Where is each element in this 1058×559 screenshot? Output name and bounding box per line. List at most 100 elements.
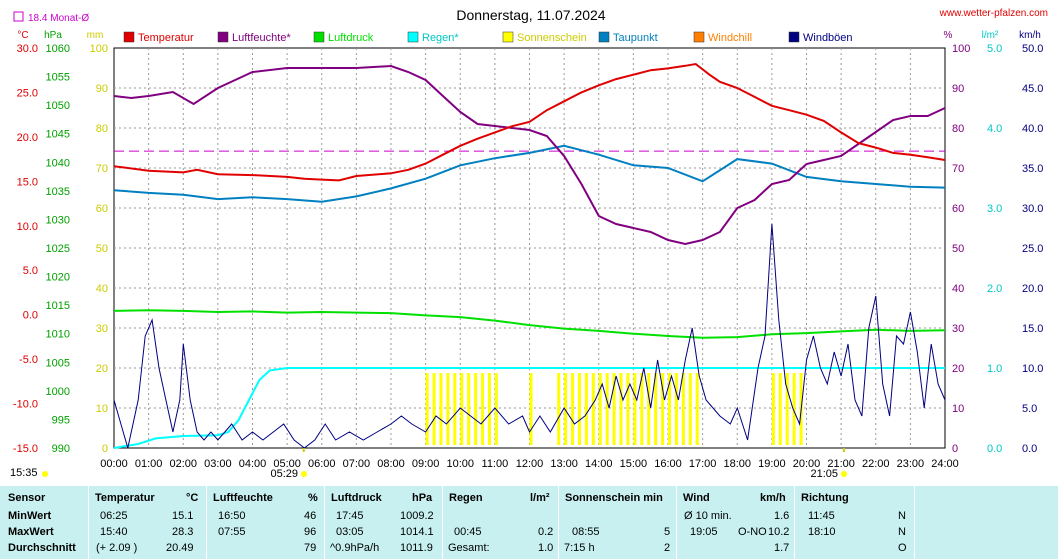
legend-swatch: [502, 31, 514, 43]
rain-mm-tick-label: 30: [96, 323, 108, 335]
humidity-tick-label: 100: [952, 43, 970, 55]
left-axis-unit: mm: [87, 30, 104, 41]
rain-mm-tick-label: 20: [96, 363, 108, 375]
sunshine-bar: [487, 373, 491, 445]
time-tick-label: 14:00: [585, 458, 613, 470]
sunshine-bar: [598, 373, 602, 445]
temp-tick-label: 5.0: [23, 265, 38, 277]
pressure-tick-label: 1030: [46, 214, 70, 226]
time-tick-label: 17:00: [689, 458, 717, 470]
humidity-tick-label: 0: [952, 443, 958, 455]
sunshine-bar: [591, 373, 595, 445]
luftfeuchte-min-time: 16:50: [218, 510, 246, 522]
sunshine-bar: [681, 373, 685, 445]
temperatur-unit: °C: [186, 492, 199, 504]
pressure-tick-label: 1040: [46, 157, 70, 169]
time-tick-label: 03:00: [204, 458, 232, 470]
luftdruck-column: Luftdruck hPa 17:45 1009.2 03:05 1014.1 …: [326, 486, 442, 559]
temperatur-column: Temperatur °C 06:25 15.1 15:40 28.3 (+ 2…: [90, 486, 206, 559]
temperatur-max-val: 28.3: [172, 526, 194, 538]
luftdruck-avg-val: 1011.9: [400, 542, 433, 554]
sunshine-bar: [626, 373, 630, 445]
sunshine-bar: [661, 373, 665, 445]
pressure-tick-label: 1050: [46, 100, 70, 112]
wind-tick-label: 40.0: [1022, 123, 1043, 135]
dewpoint-line: [113, 144, 946, 203]
sunset-time-label: 21:05: [810, 468, 838, 480]
luftdruck-unit: hPa: [412, 492, 433, 504]
time-tick-label: 08:00: [377, 458, 405, 470]
luftdruck-max-time: 03:05: [336, 526, 364, 538]
pressure-tick-label: 1025: [46, 243, 70, 255]
luftfeuchte-avg-val: 79: [304, 542, 317, 554]
richtung-column: Richtung 11:45 N 18:10 N O: [796, 486, 914, 559]
wind-tick-label: 45.0: [1022, 83, 1043, 95]
sunshine-bar: [446, 373, 450, 445]
sunshine-bar: [474, 373, 478, 445]
sunshine-bar: [571, 373, 575, 445]
wind-tick-label: 20.0: [1022, 283, 1043, 295]
sunshine-bar: [654, 373, 658, 445]
pressure-tick-label: 1005: [46, 357, 70, 369]
sunshine-bar: [453, 373, 457, 445]
rain-line: [113, 367, 945, 449]
humidity-tick-label: 20: [952, 363, 964, 375]
legend-label: Sonnenschein: [517, 32, 587, 44]
time-tick-label: 00:00: [100, 458, 128, 470]
temperature-line: [113, 62, 946, 182]
luftfeuchte-title: Luftfeuchte: [213, 492, 273, 504]
wind-tick-label: 10.0: [1022, 363, 1043, 375]
sunshine-bar: [674, 373, 678, 445]
luftfeuchte-max-val: 96: [304, 526, 317, 538]
pressure-tick-label: 1015: [46, 300, 70, 312]
legend-swatch: [217, 31, 229, 43]
sunrise-sun-icon: [301, 471, 307, 477]
legend-label: Windchill: [708, 32, 752, 44]
right-axis-unit: l/m²: [982, 30, 999, 41]
regen-column: Regen l/m² 00:45 0.2 Gesamt: 1.0: [444, 486, 558, 559]
time-tick-label: 02:00: [169, 458, 197, 470]
sunshine-bar: [467, 373, 471, 445]
wind-tick-label: 50.0: [1022, 43, 1043, 55]
pressure-tick-label: 1045: [46, 129, 70, 141]
temperatur-min-time: 06:25: [100, 510, 128, 522]
site-link[interactable]: www.wetter-pfalzen.com: [939, 8, 1048, 19]
rain-mm-tick-label: 70: [96, 163, 108, 175]
sunset-sun-icon: [841, 471, 847, 477]
richtung-avg-dir: O: [898, 542, 907, 554]
luftdruck-max-val: 1014.1: [400, 526, 434, 538]
rain-lm2-tick-label: 5.0: [987, 43, 1002, 55]
stats-table: Sensor MinWert MaxWert Durchschnitt Temp…: [0, 486, 1058, 559]
time-tick-label: 12:00: [516, 458, 544, 470]
sunshine-bar: [564, 373, 568, 445]
humidity-tick-label: 70: [952, 163, 964, 175]
humidity-tick-label: 10: [952, 403, 964, 415]
wind-tick-label: 30.0: [1022, 203, 1043, 215]
left-axis-unit: hPa: [44, 30, 62, 41]
humidity-tick-label: 60: [952, 203, 964, 215]
temperatur-avg-val: 20.49: [166, 542, 194, 554]
regen-title: Regen: [449, 492, 483, 504]
rain-mm-tick-label: 50: [96, 243, 108, 255]
richtung-max-dir: N: [898, 526, 906, 538]
sonne-max-time: 08:55: [572, 526, 600, 538]
temperatur-title: Temperatur: [95, 492, 155, 504]
legend-label: Windböen: [803, 32, 853, 44]
wind-max-val: 10.2: [768, 526, 790, 538]
sunshine-bar: [771, 373, 775, 445]
sunshine-bar: [792, 373, 796, 445]
rain-mm-tick-label: 80: [96, 123, 108, 135]
sunshine-bar: [605, 373, 609, 445]
richtung-title: Richtung: [801, 492, 849, 504]
sonne-column: Sonnenschein min 08:55 5 7:15 h 2: [560, 486, 676, 559]
time-tick-label: 22:00: [862, 458, 890, 470]
richtung-min-time: 11:45: [808, 510, 835, 522]
temp-tick-label: -10.0: [13, 399, 38, 411]
humidity-tick-label: 40: [952, 283, 964, 295]
sunshine-bar: [425, 373, 429, 445]
legend-swatch: [407, 31, 419, 43]
monat-label: 18.4 Monat-Ø: [28, 13, 89, 24]
richtung-min-dir: N: [898, 510, 906, 522]
time-tick-label: 05:00: [273, 458, 301, 470]
temp-tick-label: 25.0: [17, 87, 38, 99]
